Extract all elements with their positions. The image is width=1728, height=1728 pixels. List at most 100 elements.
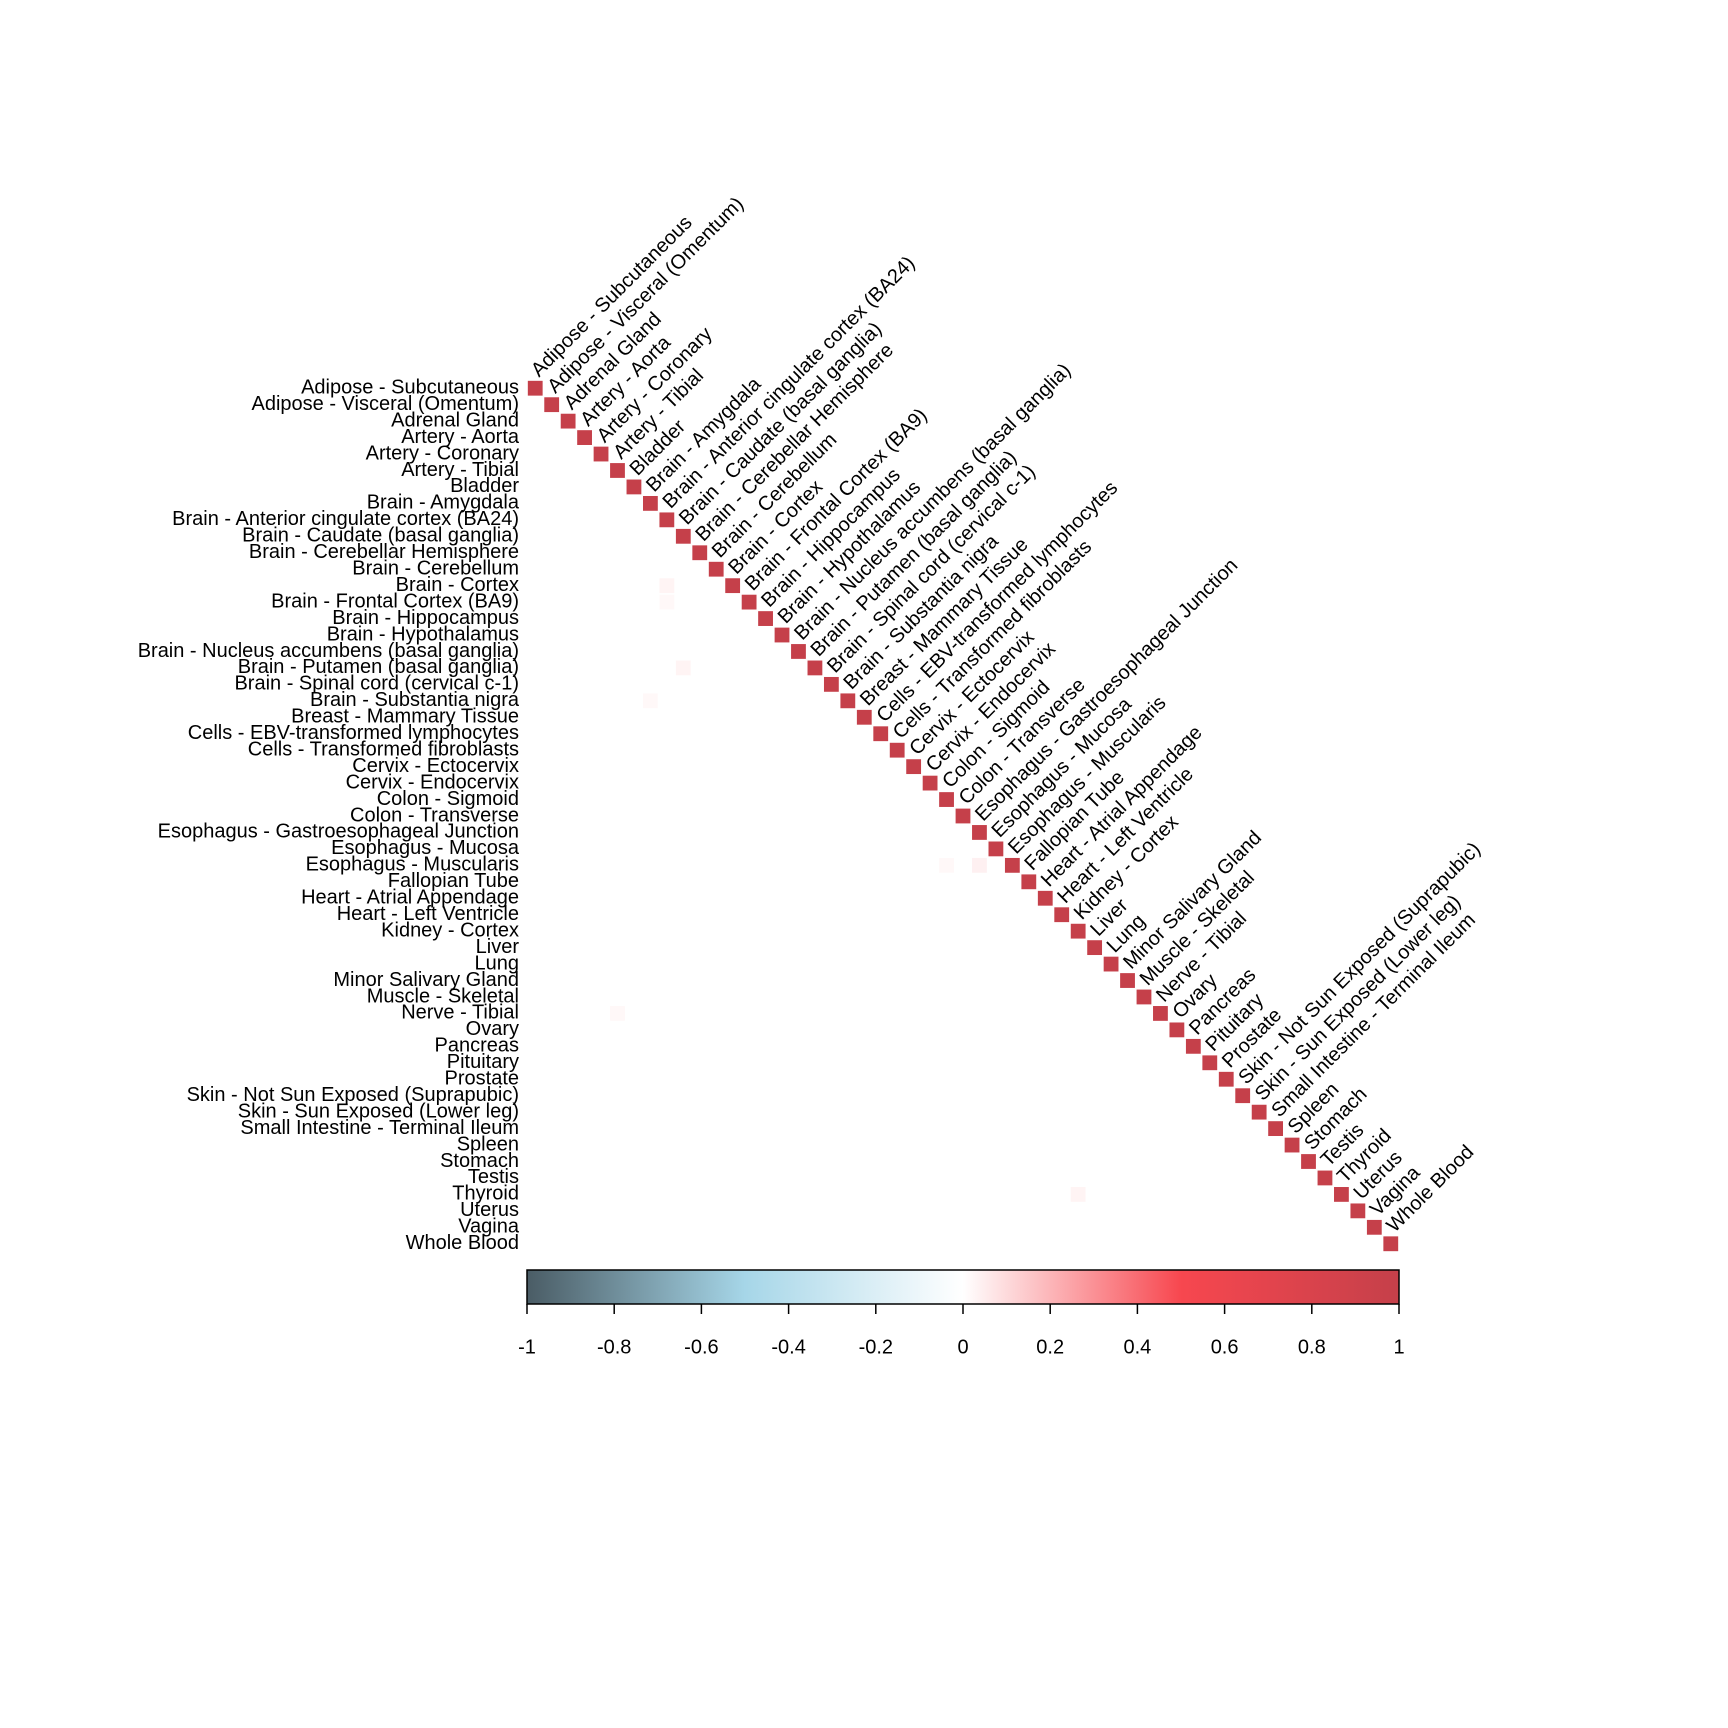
cell [1037, 1038, 1053, 1054]
row-label: Colon - Sigmoid [377, 788, 519, 810]
cell [560, 989, 576, 1005]
cell [1021, 1071, 1037, 1087]
cell [1153, 1170, 1168, 1186]
cell [593, 857, 609, 873]
cell [1004, 1236, 1020, 1252]
cell [725, 726, 741, 742]
cell [1136, 1236, 1152, 1252]
cell [922, 857, 938, 873]
cell [544, 1121, 560, 1137]
cell [626, 644, 642, 659]
cell [610, 693, 625, 709]
cell [659, 940, 675, 956]
cell [922, 989, 938, 1005]
cell [823, 890, 839, 906]
cell [741, 775, 757, 791]
cell [791, 940, 806, 956]
cell [1004, 1154, 1020, 1169]
cell [791, 808, 806, 824]
cell [1120, 1236, 1135, 1252]
cell [807, 808, 823, 824]
cell [774, 1022, 790, 1038]
cell [758, 956, 773, 972]
row-label: Pancreas [435, 1035, 520, 1057]
cell [1021, 940, 1037, 956]
cell [1087, 1022, 1103, 1038]
cell [823, 973, 839, 988]
cell [527, 726, 543, 742]
row-label: Esophagus - Gastroesophageal Junction [158, 821, 519, 843]
cell [1120, 1170, 1135, 1186]
cell [544, 611, 560, 626]
cell [544, 528, 560, 544]
cell [758, 841, 773, 857]
cell [889, 1203, 905, 1219]
cell [955, 874, 971, 890]
cell [725, 1219, 741, 1235]
cell [560, 660, 576, 676]
cell [1301, 1154, 1316, 1169]
cell [758, 1038, 773, 1054]
cell [889, 841, 905, 857]
cell [675, 578, 691, 594]
cell [889, 742, 905, 758]
row-label: Kidney - Cortex [381, 919, 519, 941]
cell [626, 693, 642, 709]
cell [1185, 1203, 1201, 1219]
cell [1218, 1071, 1234, 1087]
cell [1054, 1219, 1070, 1235]
cell [1153, 1088, 1168, 1104]
cell [922, 1055, 938, 1071]
cell [741, 1170, 757, 1186]
cell [642, 578, 658, 594]
cell [1037, 890, 1053, 906]
cell [840, 1154, 856, 1169]
cell [593, 676, 609, 692]
cell [593, 1055, 609, 1071]
cell [675, 907, 691, 923]
cell [823, 1170, 839, 1186]
cell [1054, 940, 1070, 956]
cell [1021, 1121, 1037, 1137]
cell [807, 709, 823, 725]
cell [675, 1071, 691, 1087]
cell [906, 890, 922, 906]
cell [577, 726, 592, 742]
cell [544, 825, 560, 840]
cell [1004, 874, 1020, 890]
cell [544, 430, 560, 445]
cell [1021, 1088, 1037, 1104]
cell [1004, 1219, 1020, 1235]
cell [642, 660, 658, 676]
cell [1153, 1154, 1168, 1169]
cell [955, 825, 971, 840]
cell [840, 1071, 856, 1087]
row-label: Pituitary [447, 1051, 519, 1073]
cell [610, 759, 625, 775]
cell [527, 808, 543, 824]
cell [741, 726, 757, 742]
cell [1366, 1219, 1382, 1235]
cell [823, 1022, 839, 1038]
cell [692, 923, 708, 939]
cell [873, 874, 889, 890]
color-bar-tick-label: -0.2 [859, 1336, 893, 1358]
row-label: Brain - Amygdala [367, 492, 520, 514]
cell [527, 825, 543, 840]
cell [1202, 1055, 1218, 1071]
cell [741, 627, 757, 643]
cell [692, 1071, 708, 1087]
cell [577, 1154, 592, 1169]
cell [988, 973, 1004, 988]
cell [675, 1022, 691, 1038]
cell [807, 1203, 823, 1219]
cell [873, 907, 889, 923]
cell [692, 759, 708, 775]
cell [577, 1219, 592, 1235]
cell [1284, 1219, 1300, 1235]
cell [642, 594, 658, 610]
cell [1087, 1006, 1103, 1021]
cell [1202, 1071, 1218, 1087]
cell [544, 397, 560, 413]
cell [758, 1170, 773, 1186]
